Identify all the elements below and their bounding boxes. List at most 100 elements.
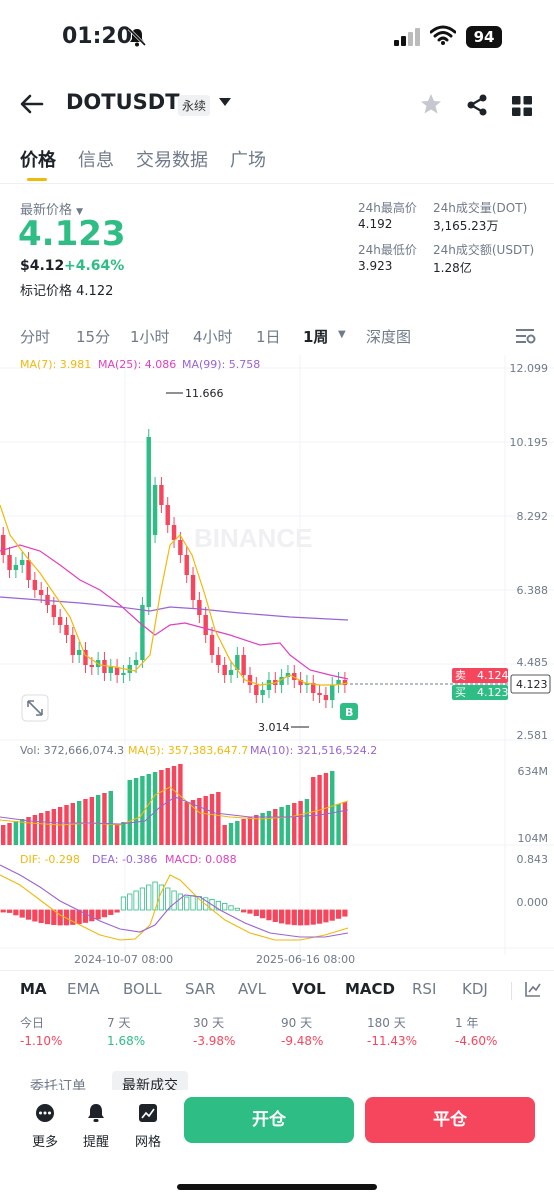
perf-value: 1.68%: [107, 1034, 146, 1048]
favorite-star-icon[interactable]: [420, 93, 442, 115]
latest-price-label[interactable]: 最新价格 ▼: [20, 203, 84, 218]
volume-ma5-line: [0, 786, 349, 826]
perf-label: 90 天: [281, 1016, 313, 1030]
candle: [89, 665, 95, 667]
interval-more-caret-icon[interactable]: ▼: [338, 329, 346, 340]
indicator-rsi[interactable]: RSI: [412, 980, 437, 998]
candle: [247, 675, 253, 685]
volume-bar: [19, 819, 25, 845]
volume-bar: [184, 802, 189, 845]
dea-legend: DEA: -0.386: [92, 853, 157, 866]
indicator-ma[interactable]: MA: [20, 980, 47, 998]
indicator-avl[interactable]: AVL: [238, 980, 266, 998]
share-icon[interactable]: [466, 94, 488, 116]
buy-marker[interactable]: [340, 703, 358, 720]
candle: [317, 693, 322, 695]
expand-icon[interactable]: [21, 694, 49, 722]
interval-1h[interactable]: 1小时: [130, 328, 170, 346]
candle: [203, 615, 208, 635]
indicator-macd[interactable]: MACD: [345, 980, 395, 998]
indicator-vol[interactable]: VOL: [292, 980, 326, 998]
alert-button[interactable]: 提醒: [76, 1103, 116, 1150]
grid-trading-icon: [139, 1104, 157, 1122]
macd-bar: [57, 909, 63, 926]
volume-bar: [51, 809, 57, 845]
pair-title[interactable]: DOTUSDT: [66, 90, 180, 114]
price-change: +4.64%: [64, 258, 125, 274]
close-position-button[interactable]: 平仓: [365, 1097, 535, 1143]
kline-chart-svg[interactable]: BINANCE MA(7): 3.981 MA(25): 4.086 MA(99…: [0, 355, 554, 970]
candle: [38, 590, 44, 595]
macd-bar: [108, 909, 114, 915]
candle: [190, 575, 196, 600]
macd-bar: [44, 909, 51, 925]
interval-timeline[interactable]: 分时: [20, 328, 51, 346]
tab-info[interactable]: 信息: [78, 150, 114, 171]
volume-legend: Vol: 372,666,074.3: [20, 744, 124, 757]
interval-bar: 分时 15分 1小时 4小时 1日 1周 ▼ 深度图: [0, 324, 554, 348]
candle: [57, 617, 63, 625]
volume-bar: [13, 821, 19, 845]
volume-bar: [89, 797, 95, 845]
interval-1d[interactable]: 1日: [256, 328, 281, 346]
candle: [83, 650, 88, 665]
volume-bar: [7, 823, 12, 845]
indicator-settings-icon[interactable]: [524, 980, 542, 998]
vol-tick: 634M: [518, 765, 549, 778]
tab-price[interactable]: 价格: [20, 150, 56, 171]
buy-tag-label: 买: [455, 686, 466, 699]
separator: [511, 982, 512, 1000]
more-button[interactable]: 更多: [25, 1103, 65, 1150]
current-price-label: 4.123: [516, 678, 548, 691]
main-tabs: 价格 信息 交易数据 广场: [20, 146, 266, 172]
y-tick: 10.195: [510, 436, 549, 449]
macd-bar: [316, 909, 323, 924]
macd-bar: [177, 893, 183, 911]
candle: [311, 683, 316, 693]
indicator-kdj[interactable]: KDJ: [462, 980, 488, 998]
back-arrow-icon[interactable]: [20, 94, 44, 114]
macd-bar: [228, 905, 234, 911]
ma7-legend: MA(7): 3.981: [20, 358, 91, 371]
wifi-icon: [430, 25, 456, 45]
candle: [32, 580, 38, 590]
candle: [114, 667, 120, 675]
alert-label: 提醒: [82, 1135, 109, 1150]
indicator-sar[interactable]: SAR: [185, 980, 216, 998]
interval-15m[interactable]: 15分: [76, 328, 111, 346]
interval-4h[interactable]: 4小时: [193, 328, 233, 346]
alert-bell-icon: [88, 1104, 104, 1122]
macd-bar: [190, 895, 196, 911]
kline-chart[interactable]: BINANCE MA(7): 3.981 MA(25): 4.086 MA(99…: [0, 355, 554, 970]
volume-bar: [83, 799, 88, 845]
vol-usdt-value: 1.28亿: [433, 261, 472, 275]
indicator-ema[interactable]: EMA: [67, 980, 100, 998]
grid-trading-button[interactable]: 网格: [128, 1103, 168, 1150]
tab-trading-data[interactable]: 交易数据: [136, 150, 208, 171]
macd-bar: [278, 909, 285, 924]
candle: [222, 665, 227, 675]
candle: [285, 673, 291, 677]
macd-bar: [291, 909, 297, 926]
indicator-boll[interactable]: BOLL: [123, 980, 162, 998]
x-tick: 2024-10-07 08:00: [74, 953, 173, 966]
mark-price: 标记价格 4.122: [20, 284, 114, 299]
interval-depth[interactable]: 深度图: [366, 328, 412, 346]
status-time: 01:20: [62, 24, 133, 49]
interval-1w[interactable]: 1周: [303, 328, 329, 346]
macd-bar: [25, 909, 32, 920]
macd-bar: [165, 887, 171, 911]
candle: [64, 625, 69, 635]
layout-grid-icon[interactable]: [512, 96, 532, 116]
high-marker: 11.666: [185, 387, 224, 400]
macd-bar: [70, 909, 76, 925]
open-position-button[interactable]: 开仓: [184, 1097, 354, 1143]
vol-dot-value: 3,165.23万: [433, 219, 499, 233]
chart-settings-icon[interactable]: [516, 328, 536, 344]
macd-bar: [253, 909, 259, 917]
volume-bar: [38, 813, 44, 845]
caret-down-icon[interactable]: [219, 98, 231, 106]
tab-square[interactable]: 广场: [230, 150, 266, 171]
volume-bar: [165, 768, 170, 845]
volume-bar: [114, 824, 120, 845]
